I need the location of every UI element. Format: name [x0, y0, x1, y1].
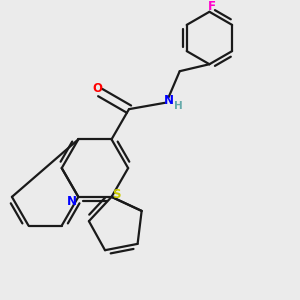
Text: H: H	[174, 100, 183, 111]
Text: N: N	[67, 195, 77, 208]
Text: O: O	[92, 82, 102, 95]
Text: F: F	[208, 0, 216, 13]
Text: S: S	[112, 188, 121, 201]
Text: N: N	[164, 94, 173, 106]
